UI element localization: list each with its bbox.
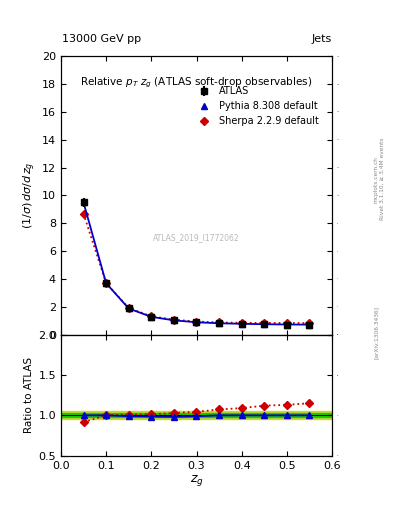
Sherpa 2.2.9 default [81, 210, 86, 217]
Y-axis label: $(1/\sigma)\,d\sigma/d\,z_g$: $(1/\sigma)\,d\sigma/d\,z_g$ [21, 162, 38, 229]
Sherpa 2.2.9 default [285, 320, 289, 326]
Sherpa 2.2.9 default [239, 320, 244, 326]
Line: Pythia 8.308 default: Pythia 8.308 default [80, 199, 313, 328]
Pythia 8.308 default [194, 319, 199, 325]
Text: Rivet 3.1.10, ≥ 3.4M events: Rivet 3.1.10, ≥ 3.4M events [380, 138, 384, 221]
Pythia 8.308 default [239, 321, 244, 327]
Sherpa 2.2.9 default [194, 318, 199, 325]
Legend: ATLAS, Pythia 8.308 default, Sherpa 2.2.9 default: ATLAS, Pythia 8.308 default, Sherpa 2.2.… [192, 83, 322, 129]
Pythia 8.308 default [126, 306, 131, 312]
Pythia 8.308 default [81, 199, 86, 205]
Pythia 8.308 default [285, 322, 289, 328]
Sherpa 2.2.9 default [171, 316, 176, 323]
X-axis label: $z_g$: $z_g$ [189, 473, 204, 488]
Text: 13000 GeV pp: 13000 GeV pp [62, 33, 141, 44]
Sherpa 2.2.9 default [262, 320, 266, 326]
Y-axis label: Ratio to ATLAS: Ratio to ATLAS [24, 357, 34, 433]
Text: Jets: Jets [311, 33, 331, 44]
Pythia 8.308 default [262, 321, 266, 327]
Text: [arXiv:1306.3436]: [arXiv:1306.3436] [374, 306, 379, 359]
Sherpa 2.2.9 default [104, 280, 108, 286]
Pythia 8.308 default [149, 314, 154, 320]
Pythia 8.308 default [217, 320, 222, 326]
Sherpa 2.2.9 default [149, 313, 154, 319]
Line: Sherpa 2.2.9 default: Sherpa 2.2.9 default [81, 211, 312, 326]
Sherpa 2.2.9 default [217, 319, 222, 326]
Sherpa 2.2.9 default [307, 320, 312, 326]
Pythia 8.308 default [171, 317, 176, 324]
Text: ATLAS_2019_I1772062: ATLAS_2019_I1772062 [153, 233, 240, 242]
Text: Relative $p_T$ $z_g$ (ATLAS soft-drop observables): Relative $p_T$ $z_g$ (ATLAS soft-drop ob… [80, 76, 313, 90]
Text: mcplots.cern.ch: mcplots.cern.ch [374, 156, 379, 203]
Sherpa 2.2.9 default [126, 305, 131, 311]
Pythia 8.308 default [307, 322, 312, 328]
Pythia 8.308 default [104, 280, 108, 286]
